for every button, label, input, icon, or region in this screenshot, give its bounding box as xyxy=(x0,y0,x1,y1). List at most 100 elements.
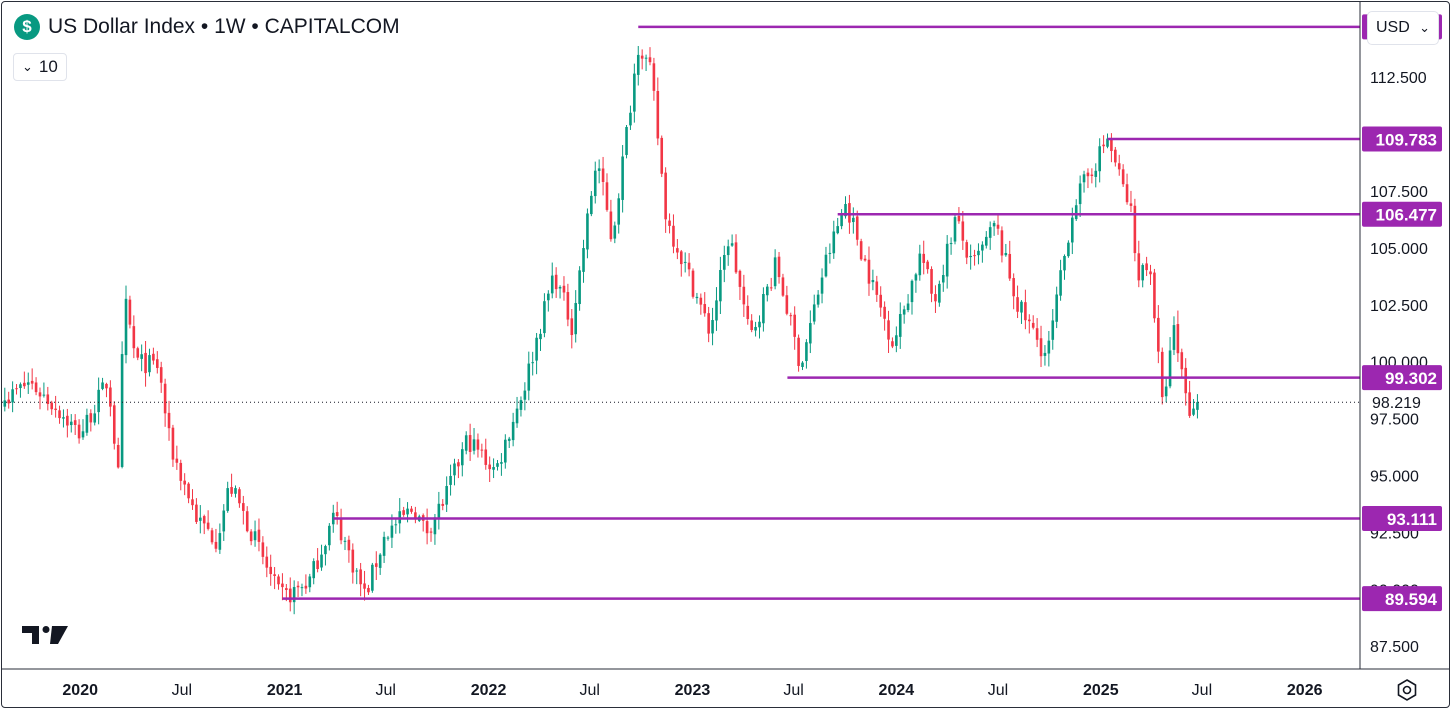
candle xyxy=(590,191,593,217)
candle xyxy=(101,377,104,391)
candle xyxy=(1094,163,1098,188)
candle xyxy=(738,269,742,300)
time-scale[interactable]: 2020 Jul 2021 Jul 2022 Jul 2023 Jul 2024 Jul 2025 J… xyxy=(62,682,1322,699)
candle xyxy=(230,473,233,497)
price-scale[interactable]: 87.50090.00092.50095.00097.500100.000102… xyxy=(1370,70,1428,656)
candle xyxy=(3,387,7,412)
candle xyxy=(820,268,824,304)
level-price-label[interactable]: 93.111 xyxy=(1362,506,1442,532)
candle xyxy=(676,239,679,260)
candle xyxy=(984,231,988,249)
candle xyxy=(902,305,906,324)
candle xyxy=(202,514,206,535)
candle xyxy=(324,544,327,566)
chevron-down-icon: ⌄ xyxy=(1419,20,1430,35)
candle xyxy=(66,408,69,438)
candle xyxy=(1184,358,1188,406)
candle xyxy=(386,535,390,541)
candle xyxy=(163,378,167,427)
candle xyxy=(840,209,843,230)
candle xyxy=(527,351,531,401)
level-price-label[interactable]: 106.477 xyxy=(1362,201,1442,227)
candle xyxy=(992,220,996,236)
x-tick-label: Jul xyxy=(579,682,599,699)
candle xyxy=(7,391,11,409)
candle xyxy=(719,256,722,315)
candle xyxy=(62,409,65,428)
level-price-label[interactable]: 89.594 xyxy=(1362,586,1442,612)
x-tick-label: Jul xyxy=(1192,682,1212,699)
candle xyxy=(277,574,280,590)
candle xyxy=(922,240,926,275)
candle xyxy=(683,252,687,273)
x-tick-label: Jul xyxy=(376,682,396,699)
candle xyxy=(281,573,284,601)
candle xyxy=(1082,170,1086,193)
gear-icon xyxy=(1397,679,1417,701)
candle xyxy=(187,482,190,504)
candle xyxy=(1125,173,1129,205)
candle xyxy=(875,275,879,302)
candle xyxy=(812,294,816,325)
candle xyxy=(1078,175,1082,218)
candle xyxy=(222,504,226,541)
candle xyxy=(199,505,202,534)
candle xyxy=(633,63,636,123)
currency-selector[interactable]: USD ⌄ xyxy=(1367,11,1439,45)
indicator-toggle-button[interactable]: ⌄ 10 xyxy=(13,53,67,81)
candle xyxy=(371,562,374,593)
candle xyxy=(617,193,621,234)
candle xyxy=(981,241,984,263)
tradingview-logo-mark xyxy=(22,626,68,644)
candle xyxy=(1196,394,1199,419)
candle xyxy=(519,396,523,417)
candle xyxy=(288,577,292,612)
candle xyxy=(1067,240,1070,258)
settings-gear-icon[interactable] xyxy=(1395,678,1421,704)
level-price-label[interactable]: 99.302 xyxy=(1362,365,1442,391)
candle xyxy=(855,210,859,246)
indicator-count: 10 xyxy=(38,57,58,76)
candle xyxy=(930,266,933,303)
candle xyxy=(144,341,147,387)
candle xyxy=(1129,190,1133,213)
candle xyxy=(347,535,351,563)
candle xyxy=(1012,273,1015,310)
candle xyxy=(879,286,883,317)
candle xyxy=(1153,268,1156,323)
candle xyxy=(343,536,347,551)
candle xyxy=(711,307,714,346)
candle xyxy=(750,314,753,333)
candle xyxy=(492,458,495,479)
candle xyxy=(914,272,918,293)
dollar-sign-icon: $ xyxy=(14,14,40,40)
level-lines-layer xyxy=(282,25,1360,600)
candle xyxy=(574,290,578,343)
candle xyxy=(472,428,476,455)
candle xyxy=(1117,154,1121,176)
candle xyxy=(257,518,261,552)
candle xyxy=(296,581,300,598)
x-tick-label: Jul xyxy=(988,682,1008,699)
candle xyxy=(367,584,370,595)
candle xyxy=(218,523,222,554)
x-tick-label: 2023 xyxy=(675,682,711,699)
level-price-label[interactable]: 109.783 xyxy=(1362,126,1442,152)
candle xyxy=(1063,254,1066,280)
candle xyxy=(703,292,707,317)
candle xyxy=(253,520,257,547)
candle xyxy=(445,476,448,513)
candle xyxy=(597,159,601,184)
candle xyxy=(155,351,159,374)
y-tick-label: 107.500 xyxy=(1370,184,1428,201)
candle xyxy=(1031,315,1035,330)
candle xyxy=(468,423,472,461)
candle xyxy=(1145,256,1148,277)
candle xyxy=(116,437,120,469)
candle xyxy=(609,199,613,242)
symbol-title[interactable]: US Dollar Index • 1W • CAPITALCOM xyxy=(48,15,400,38)
candle xyxy=(1176,310,1180,362)
current-price-label-layer: 98.219 xyxy=(1365,392,1437,413)
candle xyxy=(789,312,793,326)
